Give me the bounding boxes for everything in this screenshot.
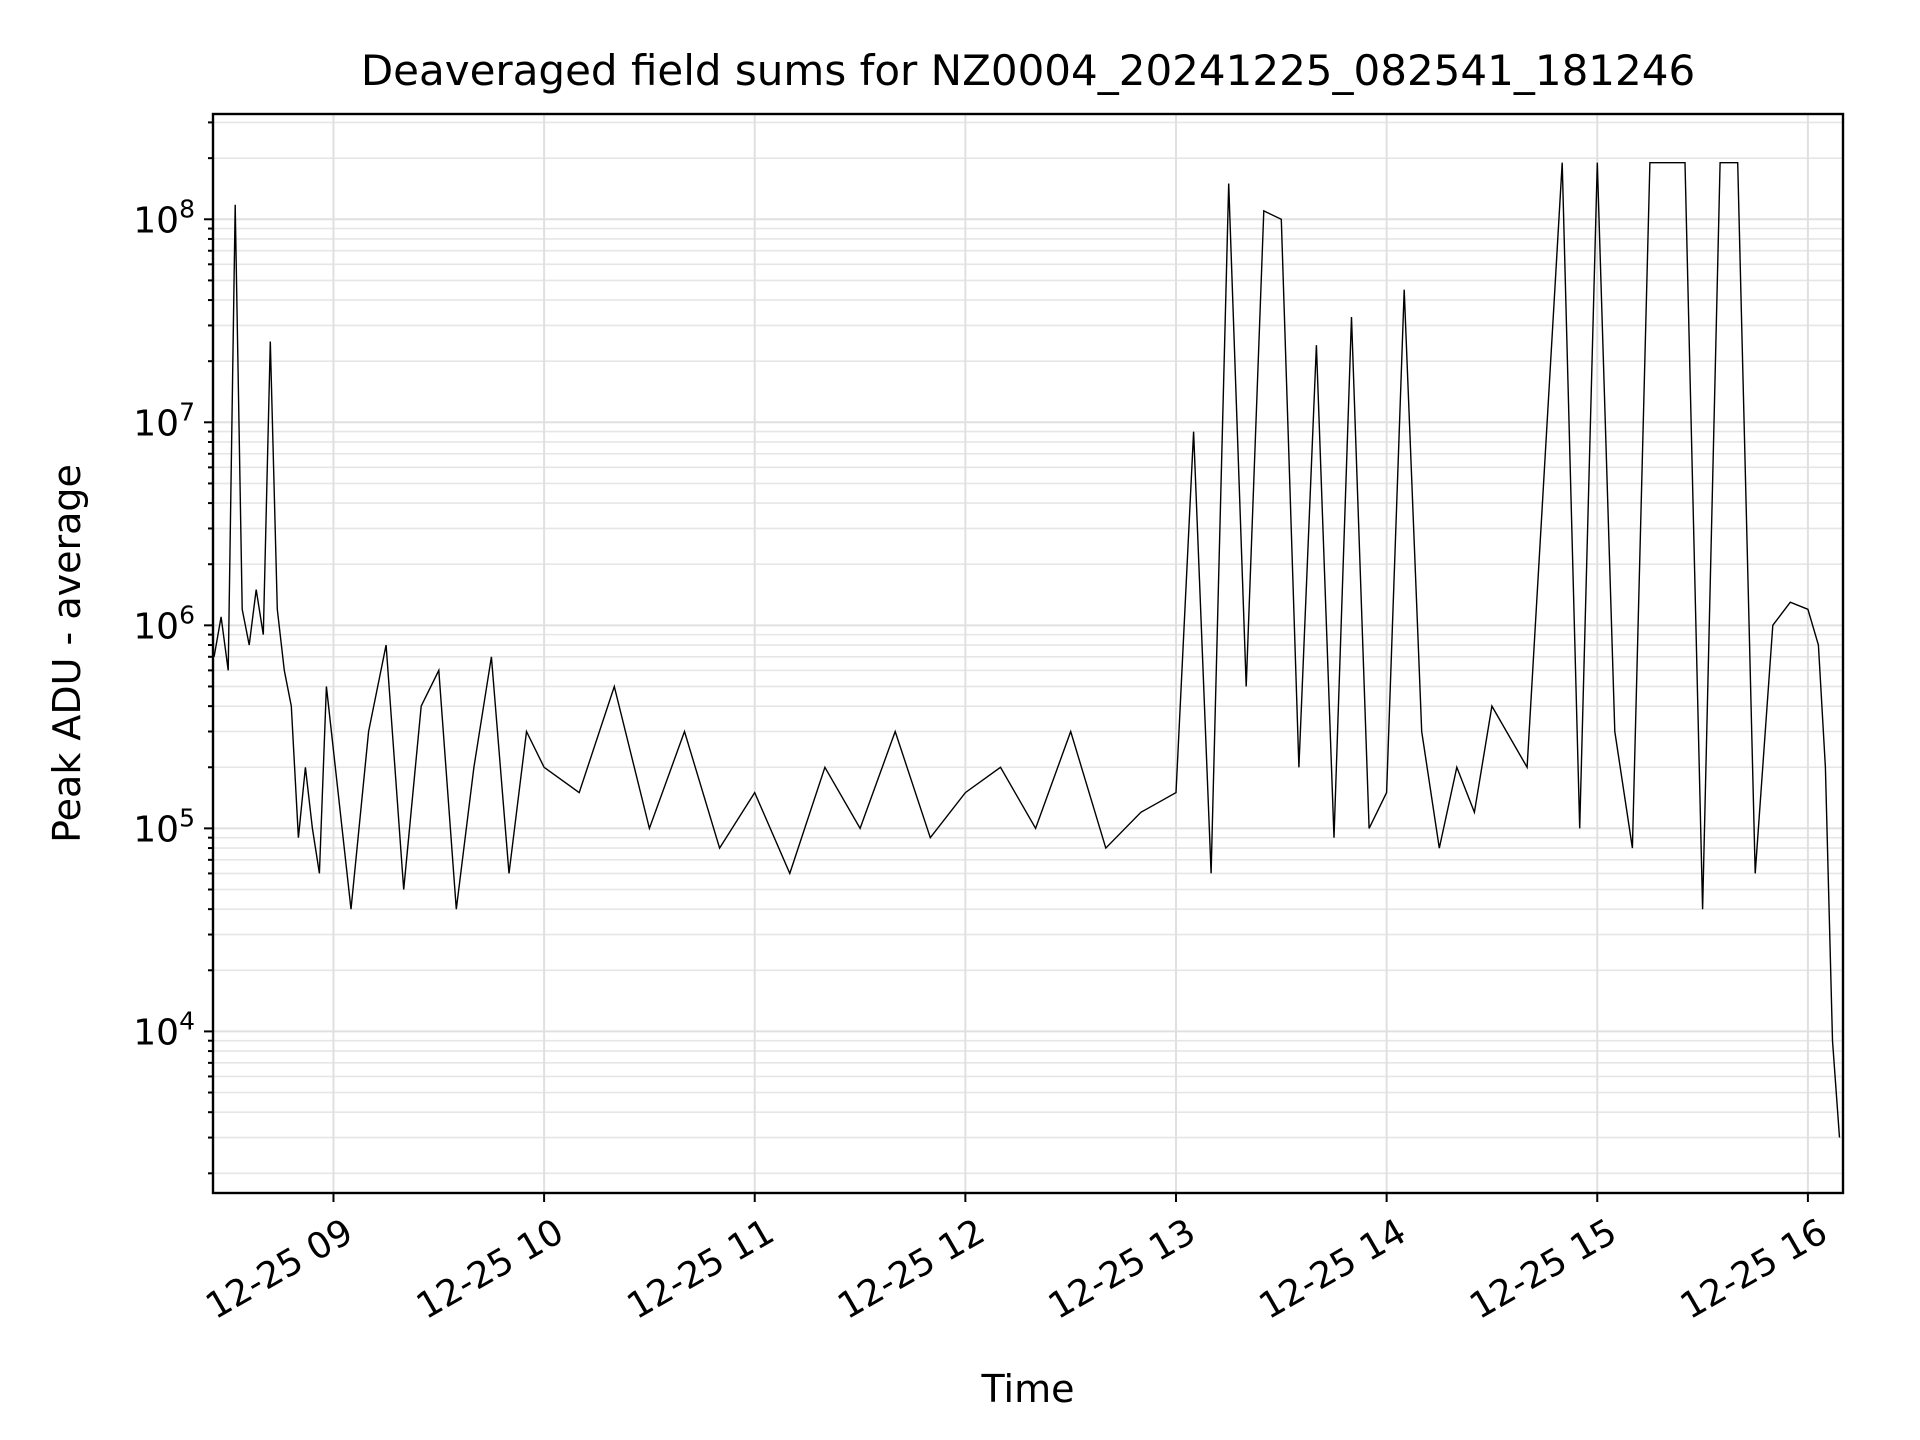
y-axis-label: Peak ADU - average [45,464,89,843]
y-tick-label: 108 [133,194,195,241]
chart-title: Deaveraged field sums for NZ0004_2024122… [361,46,1695,95]
x-axis-label: Time [981,1367,1075,1411]
y-tick-label: 104 [133,1006,195,1053]
y-tick-label: 105 [133,803,195,850]
grid-lines [213,114,1843,1193]
series-line [213,161,1841,1138]
y-tick-label: 107 [133,397,195,444]
y-tick-label: 106 [133,600,195,647]
plot-area-frame [211,112,1845,1195]
series-layer [213,161,1841,1138]
